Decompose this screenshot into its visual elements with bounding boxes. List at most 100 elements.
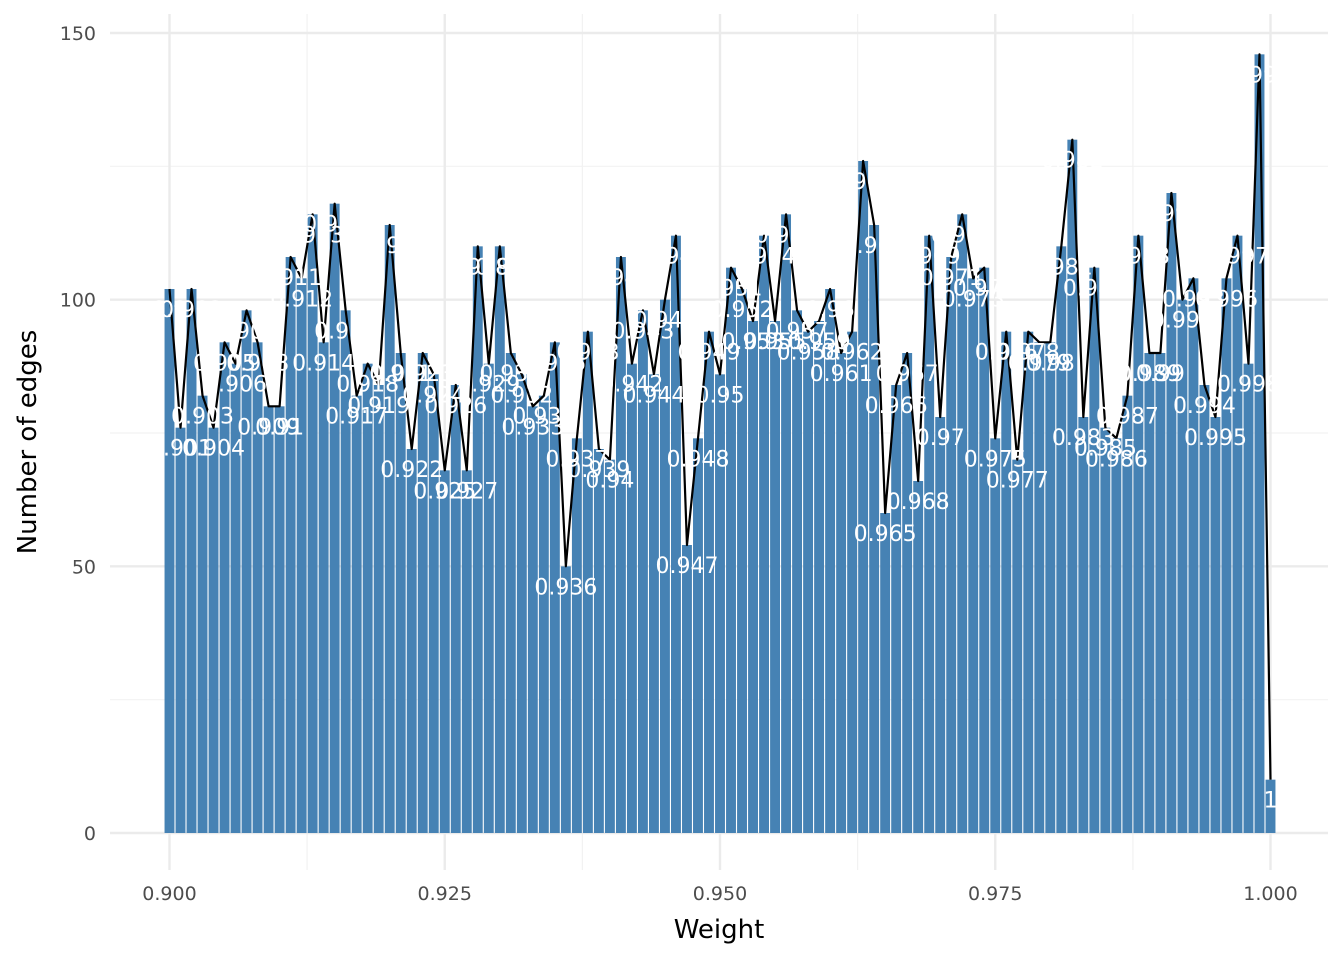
bar-label-33: 0.933 xyxy=(501,415,564,440)
bar-label-6: 0.906 xyxy=(204,373,267,398)
bar-54 xyxy=(759,235,769,833)
bar-label-41: 0.941 xyxy=(589,266,652,291)
bar-98 xyxy=(1243,363,1254,833)
bar-29 xyxy=(483,363,494,833)
bar-90 xyxy=(1155,353,1166,833)
bar-18 xyxy=(362,363,373,833)
bar-label-66: 0.966 xyxy=(865,394,928,419)
bar-label-60: 0.96 xyxy=(806,298,855,323)
bar-label-77: 0.977 xyxy=(986,469,1049,494)
bar-34 xyxy=(538,395,549,833)
bar-52 xyxy=(737,289,747,833)
bar-label-55: 0.955 xyxy=(744,330,807,355)
bar-label-14: 0.914 xyxy=(292,351,355,376)
bar-92 xyxy=(1177,299,1188,834)
bar-label-76: 0.976 xyxy=(975,341,1038,366)
bar-13 xyxy=(307,214,318,834)
bar-label-3: 0.903 xyxy=(171,405,234,430)
bar-label-26: 0.926 xyxy=(424,394,487,419)
bar-37 xyxy=(571,438,582,833)
bar-label-7: 0.907 xyxy=(215,319,278,344)
bar-label-4: 0.904 xyxy=(182,437,245,462)
bar-94 xyxy=(1199,385,1210,833)
bar-label-45: 0.945 xyxy=(633,309,696,334)
bar-label-21: 0.921 xyxy=(369,362,432,387)
bar-label-8: 0.908 xyxy=(226,351,289,376)
bar-label-10: 0.91 xyxy=(255,415,304,440)
bar-41 xyxy=(615,257,626,833)
bar-23 xyxy=(417,353,428,833)
bar-93 xyxy=(1188,278,1199,833)
bar-32 xyxy=(516,374,527,833)
bar-label-30: 0.93 xyxy=(475,255,524,280)
bar-label-42: 0.942 xyxy=(600,373,663,398)
bar-24 xyxy=(428,374,439,833)
bar-label-54: 0.954 xyxy=(733,245,796,270)
y-axis-tick-labels: 0 50 100 150 xyxy=(60,23,96,845)
bar-89 xyxy=(1144,353,1155,833)
bar-6 xyxy=(230,363,241,833)
bar-label-67: 0.967 xyxy=(876,362,939,387)
bar-72 xyxy=(957,214,968,834)
bar-label-97: 0.997 xyxy=(1206,245,1269,270)
bar-82 xyxy=(1067,139,1078,833)
bar-62 xyxy=(847,331,858,833)
bar-45 xyxy=(659,299,670,834)
bar-48 xyxy=(693,438,703,833)
y-tick-label-2: 100 xyxy=(60,290,96,312)
bar-53 xyxy=(748,321,758,833)
bar-75 xyxy=(990,438,1001,833)
bar-58 xyxy=(803,331,814,833)
bar-20 xyxy=(384,225,395,833)
bar-label-82: 0.982 xyxy=(1041,149,1104,174)
trend-line-group xyxy=(168,53,1272,780)
bar-label-52: 0.952 xyxy=(711,298,774,323)
bar-51 xyxy=(726,267,736,834)
bar-22 xyxy=(406,449,417,833)
bar-label-70: 0.97 xyxy=(916,426,965,451)
bar-8 xyxy=(252,342,263,833)
bar-7 xyxy=(241,310,252,833)
bar-label-44: 0.944 xyxy=(622,383,685,408)
bar-label-90: 0.99 xyxy=(1136,362,1185,387)
bar-label-57: 0.957 xyxy=(766,319,829,344)
bar-label-1: 0.901 xyxy=(149,437,212,462)
bar-label-69: 0.969 xyxy=(898,245,961,270)
bar-label-59: 0.959 xyxy=(788,330,851,355)
bar-label-100: 1 xyxy=(1264,789,1278,814)
bar-36 xyxy=(560,566,571,833)
bar-69 xyxy=(924,235,935,833)
bars-group xyxy=(164,54,1276,834)
bar-label-93: 0.993 xyxy=(1162,287,1225,312)
bar-27 xyxy=(461,470,472,833)
bar-label-40: 0.94 xyxy=(585,469,634,494)
bar-label-75: 0.975 xyxy=(964,447,1027,472)
y-tick-label-0: 0 xyxy=(84,823,96,845)
bar-label-88: 0.988 xyxy=(1107,245,1170,270)
bar-67 xyxy=(902,353,913,833)
bar-label-22: 0.922 xyxy=(380,458,443,483)
bar-99 xyxy=(1254,54,1265,834)
bar-label-17: 0.917 xyxy=(325,405,388,430)
y-axis-title: Number of edges xyxy=(13,330,43,555)
bar-label-43: 0.943 xyxy=(611,319,674,344)
bar-label-29: 0.929 xyxy=(457,373,520,398)
bar-0 xyxy=(164,289,175,833)
bar-label-35: 0.935 xyxy=(523,351,586,376)
bar-label-49: 0.949 xyxy=(677,341,740,366)
bar-label-23: 0.923 xyxy=(391,362,454,387)
bar-label-12: 0.912 xyxy=(270,287,333,312)
bar-label-58: 0.958 xyxy=(777,341,840,366)
bar-85 xyxy=(1100,427,1111,833)
bar-label-18: 0.918 xyxy=(336,373,399,398)
bar-74 xyxy=(979,267,990,834)
bar-label-36: 0.936 xyxy=(534,575,597,600)
bar-44 xyxy=(648,374,659,833)
bar-55 xyxy=(770,321,781,833)
bar-label-16: 0.916 xyxy=(314,319,377,344)
bar-label-38: 0.938 xyxy=(556,341,619,366)
bar-3 xyxy=(197,395,208,833)
bar-label-13: 0.913 xyxy=(281,223,344,248)
bar-label-31: 0.931 xyxy=(479,362,542,387)
